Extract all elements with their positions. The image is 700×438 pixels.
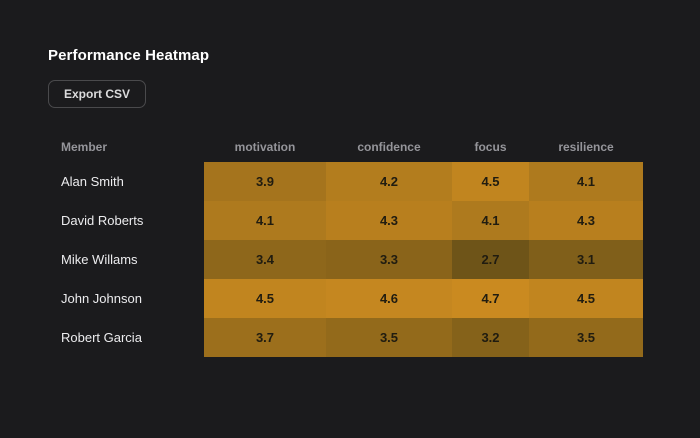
heatmap-cell: 4.6 <box>326 279 452 318</box>
export-csv-button[interactable]: Export CSV <box>48 80 147 108</box>
heatmap-cell: 3.7 <box>204 318 326 357</box>
table-row: Alan Smith 3.9 4.2 4.5 4.1 <box>48 162 643 201</box>
header-row: Member motivation confidence focus resilien… <box>48 132 643 162</box>
heatmap-cell: 4.1 <box>204 201 326 240</box>
heatmap-cell: 4.3 <box>326 201 452 240</box>
member-name: Mike Willams <box>61 252 138 267</box>
column-header-motivation: motivation <box>234 140 296 154</box>
table-row: Robert Garcia 3.7 3.5 3.2 3.5 <box>48 318 643 357</box>
heatmap-cell: 3.1 <box>529 240 643 279</box>
heatmap-cell: 4.5 <box>529 279 643 318</box>
member-name: Robert Garcia <box>61 330 142 345</box>
heatmap-cell: 3.9 <box>204 162 326 201</box>
heatmap-cell: 4.3 <box>529 201 643 240</box>
page-title: Performance Heatmap <box>48 47 210 64</box>
member-name: Alan Smith <box>61 174 124 189</box>
table-row: Mike Willams 3.4 3.3 2.7 3.1 <box>48 240 643 279</box>
column-header-focus: focus <box>474 140 507 154</box>
heatmap-cell: 3.3 <box>326 240 452 279</box>
heatmap-cell: 4.2 <box>326 162 452 201</box>
heatmap-body: Alan Smith 3.9 4.2 4.5 4.1 David Roberts 4.1 4.… <box>48 162 643 357</box>
column-header-member: Member <box>61 140 108 154</box>
table-row: David Roberts 4.1 4.3 4.1 4.3 <box>48 201 643 240</box>
heatmap-cell: 4.7 <box>452 279 529 318</box>
member-name: David Roberts <box>61 213 144 228</box>
main-content: Performance Heatmap Export CSV Member mo… <box>48 47 643 357</box>
heatmap-table: Member motivation confidence focus resilien… <box>48 132 643 357</box>
column-header-resilience: resilience <box>558 140 614 154</box>
heatmap-cell: 4.5 <box>452 162 529 201</box>
member-name: John Johnson <box>61 291 142 306</box>
heatmap-cell: 4.5 <box>204 279 326 318</box>
heatmap-cell: 3.4 <box>204 240 326 279</box>
heatmap-cell: 4.1 <box>452 201 529 240</box>
column-header-confidence: confidence <box>357 140 421 154</box>
heatmap-cell: 2.7 <box>452 240 529 279</box>
heatmap-cell: 3.5 <box>326 318 452 357</box>
heatmap-cell: 3.5 <box>529 318 643 357</box>
heatmap-cell: 4.1 <box>529 162 643 201</box>
table-row: John Johnson 4.5 4.6 4.7 4.5 <box>48 279 643 318</box>
heatmap-cell: 3.2 <box>452 318 529 357</box>
